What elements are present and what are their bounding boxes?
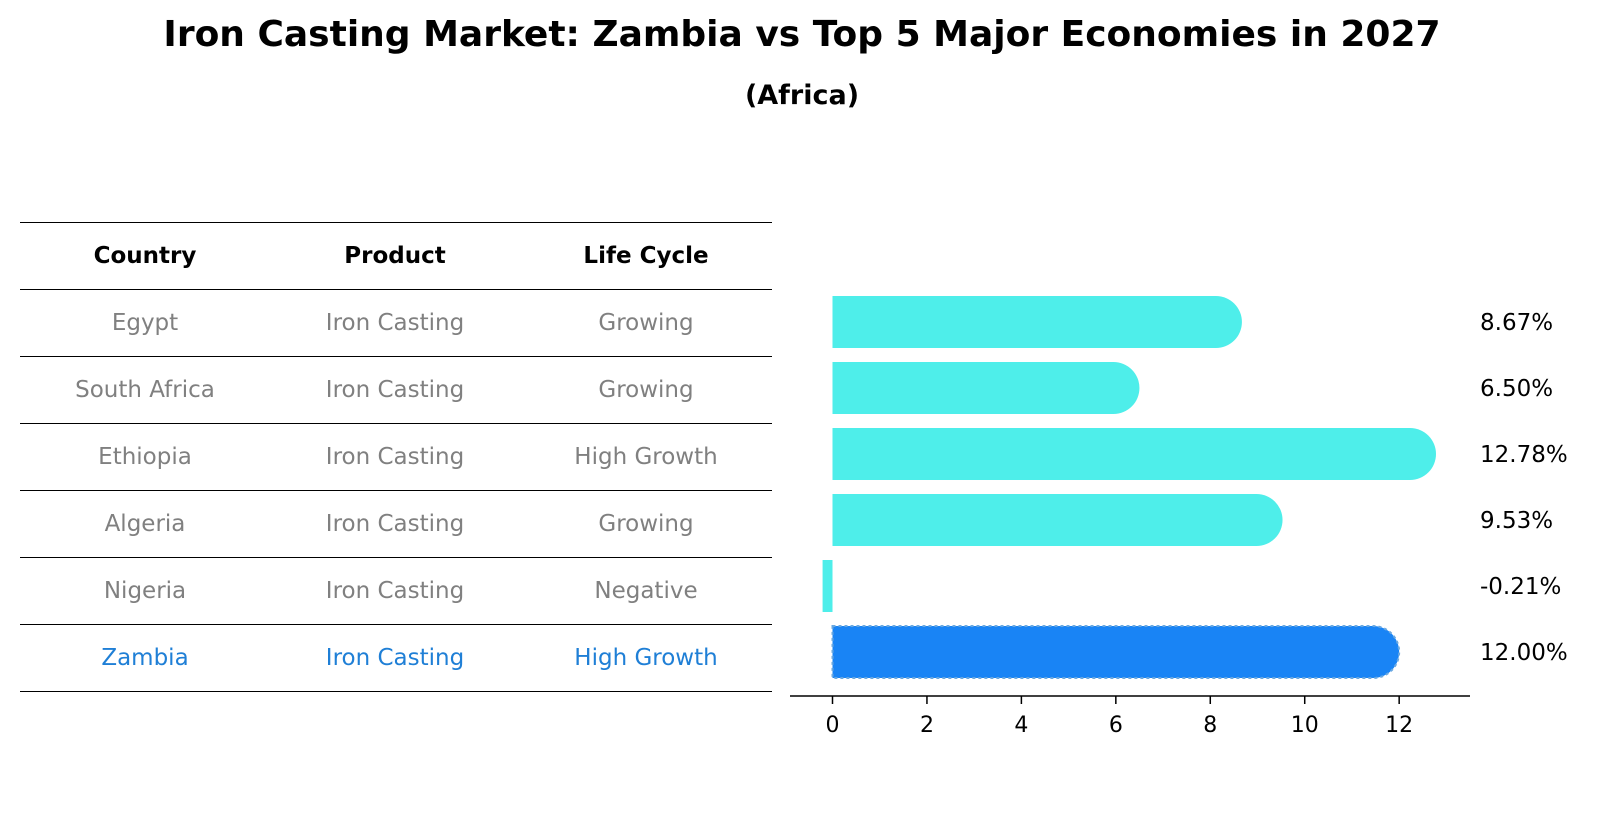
cell-country: South Africa	[75, 377, 215, 403]
header-country: Country	[93, 243, 197, 269]
table-row: South Africa Iron Casting Growing	[20, 356, 772, 423]
x-tick-label: 10	[1291, 713, 1319, 738]
bar-ethiopia	[832, 428, 1436, 480]
table-header-row: Country Product Life Cycle	[20, 222, 772, 289]
cell-product: Iron Casting	[325, 377, 465, 403]
cell-life-cycle: Growing	[598, 511, 694, 537]
cell-country: Ethiopia	[98, 444, 192, 470]
cell-product: Iron Casting	[325, 578, 465, 604]
cell-country: Egypt	[111, 310, 179, 336]
cell-product: Iron Casting	[325, 310, 465, 336]
table-row: Nigeria Iron Casting Negative	[20, 557, 772, 624]
table-row: Ethiopia Iron Casting High Growth	[20, 423, 772, 490]
cell-life-cycle: Growing	[598, 310, 694, 336]
cell-product: Iron Casting	[325, 645, 465, 671]
x-tick-label: 12	[1385, 713, 1413, 738]
data-label: 12.78%	[1480, 442, 1568, 468]
chart-subtitle: (Africa)	[744, 80, 860, 111]
bar-south-africa	[832, 362, 1140, 414]
data-table: Country Product Life Cycle Egypt Iron Ca…	[20, 222, 772, 692]
cell-product: Iron Casting	[325, 444, 465, 470]
data-label: 8.67%	[1480, 310, 1553, 336]
x-tick-label: 8	[1203, 713, 1217, 738]
cell-life-cycle: High Growth	[574, 645, 718, 671]
table-row-highlight: Zambia Iron Casting High Growth	[20, 624, 772, 692]
table-row: Algeria Iron Casting Growing	[20, 490, 772, 557]
data-label: 12.00%	[1480, 640, 1568, 666]
cell-life-cycle: High Growth	[574, 444, 718, 470]
cell-country: Zambia	[101, 645, 189, 671]
cell-country: Nigeria	[103, 578, 187, 604]
cell-life-cycle: Negative	[594, 578, 698, 604]
data-label: 6.50%	[1480, 376, 1553, 402]
data-label: 9.53%	[1480, 508, 1553, 534]
x-tick-label: 6	[1109, 713, 1123, 738]
x-tick-label: 2	[920, 713, 934, 738]
x-tick-label: 0	[826, 713, 840, 738]
bar-zambia	[831, 625, 1401, 679]
bar-egypt	[832, 296, 1242, 348]
header-life-cycle: Life Cycle	[583, 243, 709, 269]
bar-nigeria	[822, 560, 833, 612]
bar-algeria	[832, 494, 1283, 546]
x-tick-label: 4	[1014, 713, 1028, 738]
cell-country: Algeria	[104, 511, 186, 537]
header-product: Product	[344, 243, 446, 269]
cell-product: Iron Casting	[325, 511, 465, 537]
data-label: -0.21%	[1480, 574, 1561, 600]
table-row: Egypt Iron Casting Growing	[20, 289, 772, 356]
chart-title: Iron Casting Market: Zambia vs Top 5 Maj…	[163, 14, 1441, 55]
cell-life-cycle: Growing	[598, 377, 694, 403]
